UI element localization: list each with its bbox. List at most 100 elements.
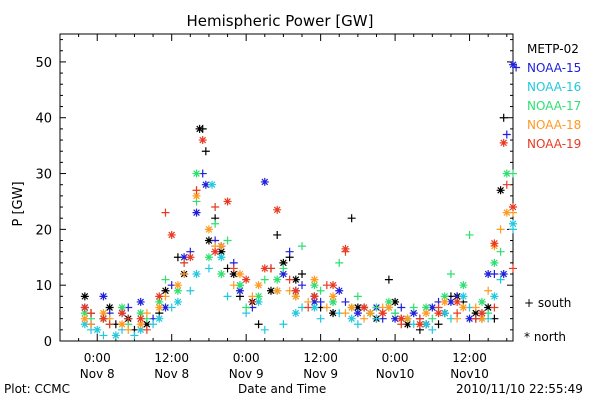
data-point-south [316, 286, 325, 295]
data-point-south [211, 203, 220, 212]
data-point-north [499, 270, 508, 279]
series-noaa-16 [80, 180, 517, 340]
data-point-north [192, 208, 201, 217]
data-point-south [99, 331, 108, 340]
data-point-south [453, 309, 462, 318]
data-point-north [378, 309, 387, 318]
data-point-north [80, 303, 89, 312]
data-point-north [291, 275, 300, 284]
data-point-north [217, 270, 226, 279]
data-point-north [440, 309, 449, 318]
data-point-north [428, 303, 437, 312]
data-point-south [285, 275, 294, 284]
data-point-north [208, 180, 217, 189]
data-point-south [391, 309, 400, 318]
x-tick-label-date: Nov10 [376, 367, 415, 381]
data-point-north [391, 297, 400, 306]
data-point-north [397, 314, 406, 323]
data-point-north [173, 281, 182, 290]
data-point-south [496, 275, 505, 284]
data-point-south [124, 325, 133, 334]
data-point-south [87, 320, 96, 329]
data-point-north [204, 225, 213, 234]
data-point-north [502, 208, 511, 217]
footer-x-axis-label: Date and Time [238, 382, 327, 396]
data-point-north [502, 169, 511, 178]
data-point-north [192, 191, 201, 200]
series-noaa-19 [80, 136, 517, 334]
data-point-north [422, 320, 431, 329]
data-point-south [353, 320, 362, 329]
x-tick-label-time: 12:00 [154, 351, 189, 365]
data-point-south [180, 258, 189, 267]
data-point-south [192, 186, 201, 195]
data-point-south [372, 314, 381, 323]
data-point-north [434, 309, 443, 318]
data-point-north [459, 292, 468, 301]
data-point-south [428, 325, 437, 334]
data-point-north [118, 303, 127, 312]
data-point-north [93, 325, 102, 334]
data-point-north [440, 292, 449, 301]
data-point-north [192, 169, 201, 178]
data-point-north [490, 239, 499, 248]
data-point-north [409, 309, 418, 318]
data-point-north [223, 197, 232, 206]
data-point-north [366, 309, 375, 318]
data-point-south [105, 320, 114, 329]
data-point-south [130, 331, 139, 340]
data-point-south [279, 320, 288, 329]
legend-entry-noaa-18: NOAA-18 [527, 118, 582, 132]
data-point-north [496, 186, 505, 195]
data-point-north [242, 275, 251, 284]
data-point-south [428, 314, 437, 323]
data-point-north [499, 138, 508, 147]
data-point-north [80, 309, 89, 318]
data-point-south [142, 309, 151, 318]
data-point-north [509, 219, 517, 228]
data-point-south [347, 214, 356, 223]
data-point-north [310, 275, 319, 284]
data-point-south [285, 247, 294, 256]
data-point-north [484, 303, 493, 312]
data-point-south [490, 303, 499, 312]
data-point-north [217, 242, 226, 251]
x-tick-label-date: Nov10 [450, 367, 489, 381]
x-tick-label-date: Nov 9 [229, 367, 264, 381]
x-tick-label-date: Nov 9 [303, 367, 338, 381]
data-point-south [254, 320, 263, 329]
data-point-south [124, 314, 133, 323]
marker-symbol-north: * [524, 330, 530, 344]
data-point-north [422, 303, 431, 312]
data-point-south [161, 275, 170, 284]
data-point-north [341, 244, 350, 253]
data-point-south [322, 303, 331, 312]
data-point-south [509, 264, 517, 273]
data-point-south [204, 264, 213, 273]
data-point-north [161, 286, 170, 295]
data-point-south [502, 180, 511, 189]
y-axis-label: P [GW] [11, 181, 26, 226]
data-point-north [217, 247, 226, 256]
y-tick-label: 10 [35, 279, 52, 294]
legend-entry-metp-02: METP-02 [527, 42, 579, 56]
data-point-south [446, 270, 455, 279]
data-point-south [211, 219, 220, 228]
data-point-north [254, 281, 263, 290]
data-point-north [155, 292, 164, 301]
series-noaa-18 [80, 186, 517, 334]
marker-label-south: south [537, 296, 572, 310]
footer-timestamp: 2010/11/10 22:55:49 [456, 382, 583, 396]
data-point-north [118, 320, 127, 329]
data-point-south [223, 236, 232, 245]
data-point-north [111, 331, 120, 340]
data-point-north [422, 309, 431, 318]
data-point-south [465, 230, 474, 239]
data-point-north [273, 286, 282, 295]
data-point-north [353, 309, 362, 318]
data-point-south [316, 314, 325, 323]
marker-legend-north: * north [524, 330, 566, 344]
data-point-south [298, 242, 307, 251]
data-point-north [136, 320, 145, 329]
